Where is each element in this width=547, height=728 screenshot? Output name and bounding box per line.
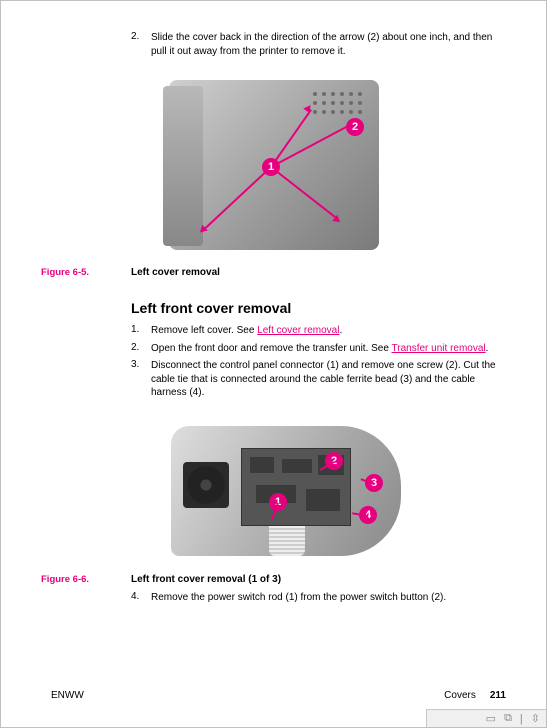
list-item: 2. Open the front door and remove the tr…: [131, 342, 506, 356]
viewer-toolbar: ▭ ⧉ | ⇳: [426, 709, 546, 727]
list-item: 4. Remove the power switch rod (1) from …: [131, 591, 506, 605]
callout-2: 2: [346, 118, 364, 136]
divider: |: [520, 713, 523, 725]
list-item: 1. Remove left cover. See Left cover rem…: [131, 324, 506, 338]
text-fragment: Remove left cover. See: [151, 325, 257, 336]
scroll-icon[interactable]: ⇳: [531, 712, 540, 725]
footer-left: ENWW: [51, 690, 84, 701]
footer-right: Covers 211: [444, 690, 506, 701]
step-number: 3.: [131, 359, 151, 400]
figure-caption: Left front cover removal (1 of 3): [131, 574, 281, 585]
step-text: Remove the power switch rod (1) from the…: [151, 591, 506, 605]
page-footer: ENWW Covers 211: [51, 690, 506, 701]
figure-image-left-cover: 1 2: [151, 66, 411, 261]
section-heading: Left front cover removal: [131, 300, 506, 316]
section-block: Left front cover removal 1. Remove left …: [131, 300, 506, 568]
step-text: Remove left cover. See Left cover remova…: [151, 324, 506, 338]
step-text: Disconnect the control panel connector (…: [151, 359, 506, 400]
step-number: 2.: [131, 342, 151, 356]
document-page: 2. Slide the cover back in the direction…: [1, 1, 546, 628]
footer-section: Covers: [444, 690, 476, 701]
step-block-top: 2. Slide the cover back in the direction…: [131, 31, 506, 261]
text-fragment: .: [339, 325, 342, 336]
figure-label: Figure 6-5.: [41, 267, 131, 278]
list-item: 2. Slide the cover back in the direction…: [131, 31, 506, 58]
text-fragment: Open the front door and remove the trans…: [151, 343, 392, 354]
link-left-cover-removal[interactable]: Left cover removal: [257, 325, 339, 336]
footer-page-number: 211: [490, 690, 506, 701]
figure-caption-row: Figure 6-5. Left cover removal: [41, 267, 506, 278]
figure-caption: Left cover removal: [131, 267, 220, 278]
page-view-icon[interactable]: ▭: [486, 712, 496, 725]
callout-1: 1: [269, 493, 287, 511]
callout-1: 1: [262, 158, 280, 176]
two-page-view-icon[interactable]: ⧉: [504, 712, 512, 725]
step-text: Open the front door and remove the trans…: [151, 342, 506, 356]
step-number: 4.: [131, 591, 151, 605]
text-fragment: .: [486, 343, 489, 354]
link-transfer-unit-removal[interactable]: Transfer unit removal: [392, 343, 486, 354]
list-item: 3. Disconnect the control panel connecto…: [131, 359, 506, 400]
figure-label: Figure 6-6.: [41, 574, 131, 585]
step-text: Slide the cover back in the direction of…: [151, 31, 506, 58]
step-number: 1.: [131, 324, 151, 338]
step-block-bottom: 4. Remove the power switch rod (1) from …: [131, 591, 506, 605]
step-number: 2.: [131, 31, 151, 58]
figure-caption-row: Figure 6-6. Left front cover removal (1 …: [41, 574, 506, 585]
figure-image-left-front-cover: 1 2 3 4: [141, 408, 421, 568]
